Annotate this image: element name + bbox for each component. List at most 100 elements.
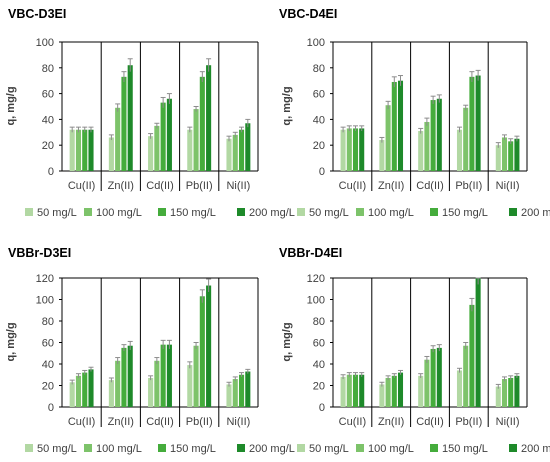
bar-200-mg-l: [359, 128, 365, 171]
bar-50-mg-l: [495, 145, 501, 171]
legend-entry: 50 mg/L: [309, 443, 349, 455]
bar-150-mg-l: [469, 76, 475, 171]
bar-200-mg-l: [166, 98, 172, 171]
chart-panel-3: VBBr-D3EI q, mg/g 0 20 40 60 80 100 120 Cu(II) Zn(…: [5, 246, 295, 455]
bar-100-mg-l: [232, 134, 238, 171]
bar-100-mg-l: [193, 109, 199, 171]
bar-150-mg-l: [352, 374, 359, 407]
legend-swatch: [297, 208, 305, 216]
x-tick-label: Pb(II): [186, 180, 213, 192]
bar-50-mg-l: [108, 380, 114, 407]
bar-150-mg-l: [160, 102, 166, 171]
y-tick-label: 80: [313, 63, 325, 75]
bar-200-mg-l: [475, 278, 481, 407]
legend-swatch: [509, 208, 517, 216]
y-tick-label: 0: [48, 166, 54, 178]
bar-100-mg-l: [385, 105, 391, 171]
x-tick-label: Cu(II): [68, 416, 96, 428]
bar-100-mg-l: [424, 359, 430, 407]
bar-200-mg-l: [436, 347, 442, 407]
y-tick-label: 80: [42, 316, 54, 328]
bar-100-mg-l: [346, 374, 352, 407]
legend-entry: 100 mg/L: [96, 207, 142, 219]
bar-100-mg-l: [346, 128, 352, 171]
bar-50-mg-l: [379, 384, 385, 407]
legend-entry: 150 mg/L: [170, 443, 216, 455]
chart-title: VBBr-D4EI: [279, 246, 342, 260]
bar-50-mg-l: [148, 377, 154, 407]
x-tick-label: Cd(II): [416, 180, 444, 192]
bar-200-mg-l: [397, 372, 404, 407]
legend-swatch: [25, 444, 33, 452]
bar-150-mg-l: [238, 374, 245, 407]
bar-150-mg-l: [121, 76, 127, 171]
bar-150-mg-l: [430, 100, 436, 171]
x-tick-label: Cu(II): [339, 416, 367, 428]
bar-50-mg-l: [456, 370, 463, 407]
bar-100-mg-l: [154, 125, 160, 171]
bar-100-mg-l: [75, 375, 82, 407]
bar-200-mg-l: [475, 75, 481, 171]
y-tick-label: 80: [42, 63, 54, 75]
x-tick-label: Cd(II): [146, 180, 174, 192]
x-tick-label: Pb(II): [455, 416, 482, 428]
x-tick-label: Zn(II): [378, 180, 404, 192]
y-tick-label: 0: [48, 402, 54, 414]
bar-50-mg-l: [226, 138, 232, 171]
legend-swatch: [356, 208, 364, 216]
x-tick-label: Ni(II): [496, 180, 520, 192]
bar-100-mg-l: [424, 121, 430, 171]
y-tick-label: 0: [319, 402, 325, 414]
y-tick-label: 60: [313, 89, 325, 101]
legend-entry: 150 mg/L: [170, 207, 216, 219]
bar-200-mg-l: [245, 123, 251, 171]
bar-200-mg-l: [127, 345, 133, 407]
bar-50-mg-l: [495, 386, 501, 407]
x-tick-label: Zn(II): [108, 416, 134, 428]
y-tick-label: 20: [42, 381, 54, 393]
legend-entry: 100 mg/L: [96, 443, 142, 455]
y-tick-label: 120: [307, 273, 325, 285]
bar-200-mg-l: [206, 65, 212, 171]
y-tick-label: 40: [313, 359, 325, 371]
bar-50-mg-l: [69, 129, 75, 171]
bar-200-mg-l: [359, 374, 365, 407]
y-tick-label: 100: [307, 295, 325, 307]
y-axis-label: q, mg/g: [5, 86, 17, 125]
legend-swatch: [509, 444, 517, 452]
y-tick-label: 60: [42, 89, 54, 101]
chart-title: VBC-D3EI: [8, 7, 66, 21]
x-tick-label: Ni(II): [226, 180, 250, 192]
bar-100-mg-l: [193, 345, 199, 407]
bar-200-mg-l: [127, 65, 133, 171]
legend-entry: 150 mg/L: [442, 207, 488, 219]
legend-entry: 50 mg/L: [37, 443, 77, 455]
bar-200-mg-l: [206, 285, 212, 407]
bar-50-mg-l: [69, 382, 75, 407]
bar-50-mg-l: [340, 376, 346, 407]
bar-100-mg-l: [463, 107, 469, 171]
chart-panel-1: VBC-D3EI q, mg/g 0 20 40 60 80 100 Cu(II) Zn(II) C…: [5, 7, 295, 219]
bar-100-mg-l: [501, 379, 508, 407]
y-tick-label: 100: [36, 37, 54, 49]
bar-200-mg-l: [88, 129, 94, 171]
bar-200-mg-l: [514, 138, 520, 171]
bar-150-mg-l: [508, 377, 514, 407]
bar-150-mg-l: [469, 304, 475, 407]
legend-swatch: [237, 444, 245, 452]
legend-entry: 200 mg/L: [249, 207, 295, 219]
legend-swatch: [158, 444, 166, 452]
bar-100-mg-l: [501, 137, 508, 171]
bar-200-mg-l: [88, 369, 94, 407]
y-tick-label: 60: [313, 338, 325, 350]
legend-entry: 100 mg/L: [368, 443, 414, 455]
chart-panel-2: VBC-D4EI q, mg/g 0 20 40 60 80 100 Cu(II) Zn(II) C…: [279, 7, 550, 219]
bar-50-mg-l: [379, 140, 385, 171]
bar-50-mg-l: [108, 137, 114, 171]
bar-150-mg-l: [508, 141, 514, 171]
legend-swatch: [84, 444, 92, 452]
legend-entry: 50 mg/L: [309, 207, 349, 219]
bar-100-mg-l: [115, 107, 121, 171]
y-tick-label: 40: [42, 359, 54, 371]
